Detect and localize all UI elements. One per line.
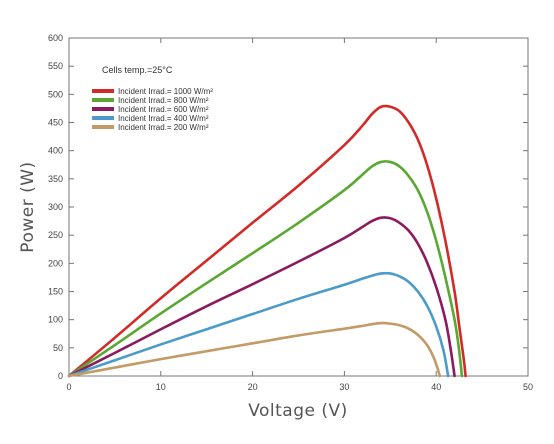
series-layer	[67, 104, 467, 378]
legend-swatch	[92, 89, 114, 93]
series-line-0	[67, 104, 467, 378]
y-tick-label: 50	[53, 343, 63, 353]
y-tick-label: 150	[48, 287, 63, 297]
legend-swatch	[92, 125, 114, 129]
x-tick-label: 0	[66, 382, 71, 392]
series-line-1	[67, 160, 464, 378]
y-tick-label: 400	[48, 146, 63, 156]
x-tick-label: 30	[339, 382, 349, 392]
legend-label: Incident Irrad.= 1000 W/m²	[118, 87, 213, 96]
y-tick-label: 300	[48, 202, 63, 212]
y-tick-label: 200	[48, 258, 63, 268]
legend-swatch	[92, 107, 114, 111]
x-tick-label: 20	[248, 382, 258, 392]
series-line-4	[67, 321, 442, 378]
x-axis-title: Voltage (V)	[248, 401, 348, 421]
ticks-layer: 0 50 100 150 200 250 300 350 400 450 500 550 600 0 10 2…	[48, 33, 533, 392]
y-tick-label: 350	[48, 174, 63, 184]
annotation-cells-temp: Cells temp.=25°C	[102, 65, 173, 75]
y-tick-label: 550	[48, 61, 63, 71]
y-tick-label: 600	[48, 33, 63, 43]
legend-label: Incident Irrad.= 600 W/m²	[118, 105, 209, 114]
legend-swatch	[92, 116, 114, 120]
x-tick-label: 10	[156, 382, 166, 392]
x-tick-label: 40	[431, 382, 441, 392]
y-tick-label: 100	[48, 315, 63, 325]
series-line-2	[67, 216, 456, 378]
legend-label: Incident Irrad.= 200 W/m²	[118, 123, 209, 132]
y-axis-title: Power (W)	[18, 161, 38, 252]
legend-label: Incident Irrad.= 800 W/m²	[118, 96, 209, 105]
y-tick-label: 0	[58, 371, 63, 381]
y-tick-label: 250	[48, 230, 63, 240]
x-tick-label: 50	[523, 382, 533, 392]
y-tick-label: 450	[48, 118, 63, 128]
legend-swatch	[92, 98, 114, 102]
y-tick-label: 500	[48, 89, 63, 99]
legend-label: Incident Irrad.= 400 W/m²	[118, 114, 209, 123]
series-line-3	[67, 271, 450, 378]
